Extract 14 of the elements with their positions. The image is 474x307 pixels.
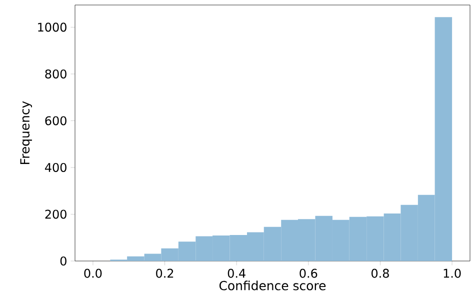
x-tick-label: 0.4 [228, 268, 246, 278]
x-tick-label: 0.2 [156, 268, 174, 278]
y-axis-title: Frequency [20, 101, 32, 164]
x-axis-title: Confidence score [219, 280, 326, 290]
y-tick-label: 600 [45, 116, 66, 126]
y-tick-label: 0 [60, 256, 66, 266]
y-tick-label: 1000 [38, 22, 66, 32]
x-tick-label: 0.6 [300, 268, 318, 278]
x-tick-label: 0.8 [372, 268, 389, 278]
y-tick-label: 200 [45, 210, 66, 219]
x-tick-label: 0.0 [84, 268, 102, 278]
x-tick-label: 1.0 [444, 268, 461, 278]
y-tick-label: 800 [45, 69, 66, 78]
y-tick-label: 400 [44, 162, 66, 172]
